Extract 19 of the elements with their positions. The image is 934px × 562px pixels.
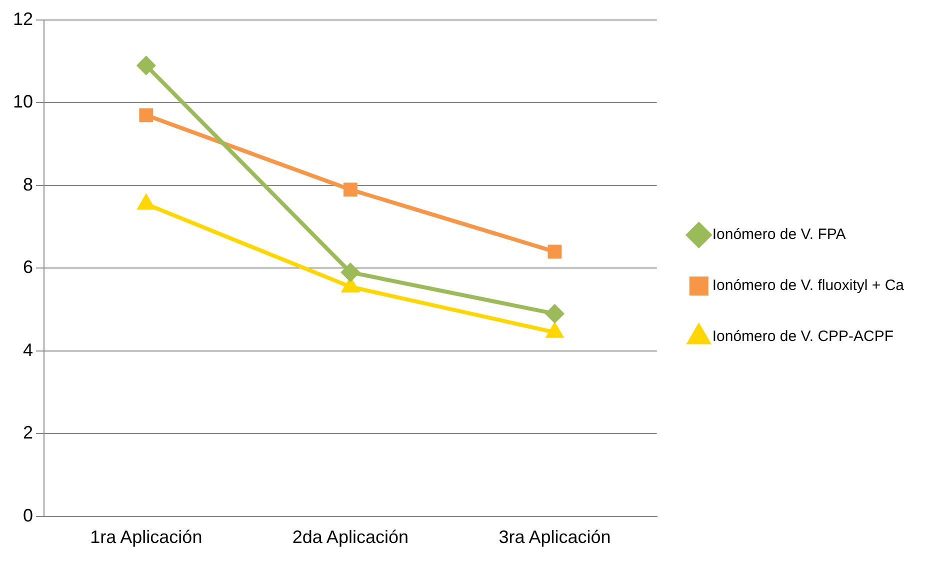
x-tick-label: 2da Aplicación <box>292 527 408 548</box>
y-tick-label: 12 <box>12 8 34 29</box>
x-tick-label: 3ra Aplicación <box>498 527 611 548</box>
legend-label: Ionómero de V. fluoxityl + Ca <box>712 277 905 294</box>
point <box>546 304 564 323</box>
x-tick-label: 1ra Aplicación <box>90 527 202 548</box>
point <box>139 108 154 122</box>
point <box>343 182 358 197</box>
point <box>548 244 562 259</box>
point <box>341 263 360 282</box>
point <box>137 56 156 75</box>
legend-label: Ionómero de V. FPA <box>712 226 846 244</box>
y-tick-label: 2 <box>23 422 34 443</box>
y-tick-label: 0 <box>23 505 34 526</box>
y-tick-label: 8 <box>23 174 34 194</box>
legend-label: Ionómero de V. CPP-ACPF <box>712 328 894 346</box>
y-tick-label: 10 <box>12 92 34 112</box>
y-tick-label: 4 <box>23 340 34 360</box>
y-tick-label: 6 <box>23 257 34 278</box>
